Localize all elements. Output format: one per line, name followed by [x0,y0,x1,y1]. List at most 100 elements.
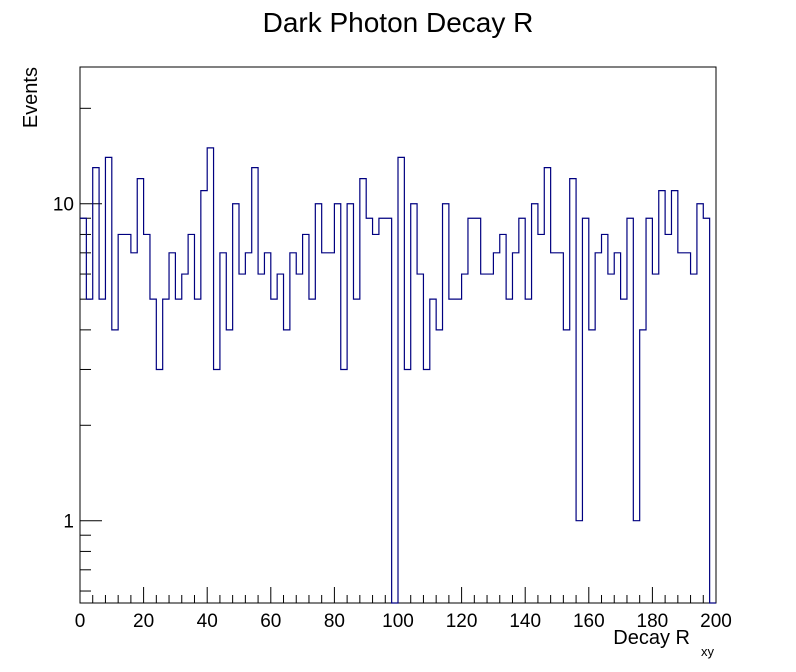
histogram-bin [646,218,652,603]
x-tick-label: 80 [324,611,345,632]
y-tick-label: 1 [63,512,74,533]
histogram-bin [290,253,296,603]
histogram-bin [188,234,194,603]
histogram-bin [150,299,156,603]
chart-title: Dark Photon Decay R [263,7,534,38]
histogram-bin [105,157,111,603]
x-tick-label: 60 [260,611,281,632]
histogram-bin [512,253,518,603]
x-tick-label: 180 [637,611,669,632]
y-tick-label: 10 [53,195,74,216]
histogram-bin [576,521,582,603]
histogram-bin [360,179,366,603]
histogram-bin [322,253,328,603]
histogram-bin [589,330,595,603]
histogram-bin [373,234,379,603]
histogram-bin [258,274,264,603]
histogram-bin [118,234,124,603]
histogram-bin [551,253,557,603]
histogram-bin [474,218,480,603]
histogram-bin [214,369,220,603]
histogram-bin [697,204,703,603]
histogram-bin [347,204,353,603]
histogram-bin [468,218,474,603]
x-tick-label: 20 [133,611,154,632]
histogram-bin [156,369,162,603]
histogram-bin [239,274,245,603]
histogram-bin [398,157,404,603]
x-tick-label: 160 [573,611,605,632]
histogram-bin [315,204,321,603]
histogram-bin [163,299,169,603]
histogram-bin [563,330,569,603]
histogram-bin [93,168,99,603]
histogram-bin [423,369,429,603]
histogram-bin [481,274,487,603]
histogram-bin [519,218,525,603]
y-axis: 1 10 [53,107,102,592]
x-tick-label: 120 [446,611,478,632]
histogram-bin [271,299,277,603]
histogram-bin [385,218,391,603]
histogram-bin [264,253,270,603]
histogram-bin [80,218,86,603]
histogram-bin [621,299,627,603]
histogram-bin [182,274,188,603]
x-axis-label: Decay R [613,627,690,649]
x-tick-label: 0 [75,611,86,632]
histogram-bin [99,299,105,603]
histogram-bin [175,299,181,603]
histogram-bin [608,274,614,603]
histogram-bin [582,218,588,603]
histogram-bin [570,179,576,603]
histogram-bin [703,218,709,603]
histogram-bin [328,253,334,603]
histogram-bin [296,274,302,603]
histogram-bin [671,191,677,603]
histogram-bin [500,234,506,603]
x-axis-label-subscript: xy [701,644,715,659]
histogram-bin [684,253,690,603]
histogram-bin [455,299,461,603]
histogram-bin [487,274,493,603]
histogram-bin [449,299,455,603]
histogram-bin [557,253,563,603]
histogram-bin [493,253,499,603]
histogram-bin [544,168,550,603]
histogram-bin [366,218,372,603]
histogram-bin [595,253,601,603]
histogram-bin [411,204,417,603]
histogram-bin [614,253,620,603]
histogram-bin [652,274,658,603]
histogram-bin [525,299,531,603]
histogram-bin [137,179,143,603]
histogram-bin [538,234,544,603]
histogram-bin [277,274,283,603]
histogram-bin [640,330,646,603]
x-tick-label: 140 [509,611,541,632]
histogram-bin [220,253,226,603]
histogram-bin [144,234,150,603]
histogram-bin [462,274,468,603]
x-tick-label: 40 [197,611,218,632]
histogram-bin [379,218,385,603]
x-tick-label: 200 [700,611,732,632]
histogram-bin [353,299,359,603]
histogram-bin [284,330,290,603]
histogram-bin [309,299,315,603]
histogram-bin [678,253,684,603]
x-axis: 0 20 40 60 80 100 120 140 160 180 200 [75,587,732,632]
histogram-bin [86,299,92,603]
histogram-bin [443,204,449,603]
histogram-bin [417,274,423,603]
histogram-bin [233,204,239,603]
histogram-bin [404,369,410,603]
histogram-bin [194,299,200,603]
histogram-bin [436,330,442,603]
histogram-bin [659,191,665,603]
x-tick-label: 100 [382,611,414,632]
histogram-bin [131,253,137,603]
histogram-bin [201,191,207,603]
histogram-bin [112,330,118,603]
